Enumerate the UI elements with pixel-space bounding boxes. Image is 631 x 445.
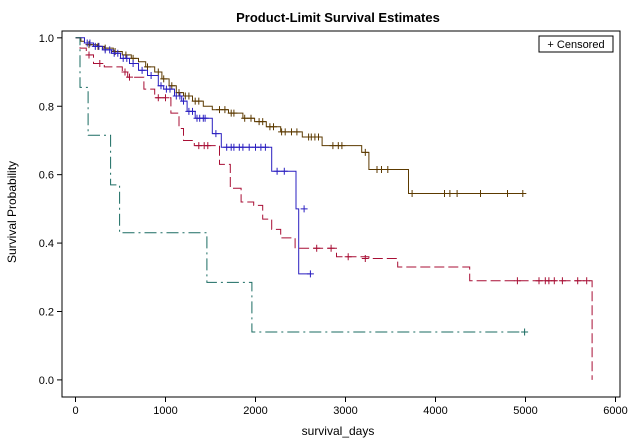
censored-mark xyxy=(477,189,484,197)
x-tick-label: 6000 xyxy=(603,405,627,417)
censored-mark xyxy=(86,39,94,47)
censored-mark xyxy=(189,107,196,115)
x-tick-label: 2000 xyxy=(243,405,267,417)
censored-mark xyxy=(583,277,591,285)
censored-mark xyxy=(344,253,352,261)
censored-mark xyxy=(154,94,162,102)
censored-mark xyxy=(408,189,416,197)
censored-mark xyxy=(185,92,193,100)
x-tick-label: 5000 xyxy=(513,405,537,417)
censored-mark xyxy=(338,142,346,150)
censored-mark xyxy=(535,277,543,285)
censored-mark xyxy=(95,42,103,50)
y-tick-label: 1.0 xyxy=(39,33,54,45)
censored-mark xyxy=(574,277,582,285)
censored-mark xyxy=(166,85,174,93)
censored-mark xyxy=(195,97,203,105)
censored-mark xyxy=(221,106,229,114)
censored-mark xyxy=(201,114,209,122)
survival-curve-2 xyxy=(75,37,312,275)
censored-mark xyxy=(154,68,162,76)
censored-mark xyxy=(270,123,277,131)
censored-mark xyxy=(550,277,558,285)
x-tick-label: 3000 xyxy=(333,405,357,417)
y-axis: 0.0 0.2 0.4 0.6 0.8 1.0 xyxy=(39,33,62,387)
x-tick-label: 0 xyxy=(72,405,78,417)
x-axis: 0 1000 2000 3000 4000 5000 6000 xyxy=(72,397,628,417)
censored-mark xyxy=(361,254,369,262)
survival-curve-1 xyxy=(75,37,526,194)
censored-mark xyxy=(361,148,369,156)
legend: + Censored xyxy=(538,35,614,53)
censored-mark xyxy=(230,109,238,117)
censored-mark xyxy=(313,244,321,252)
censored-mark xyxy=(147,71,155,79)
censored-mark xyxy=(212,130,220,138)
censored-mark xyxy=(85,41,93,49)
y-tick-label: 0.2 xyxy=(39,306,54,318)
censored-mark xyxy=(453,189,461,197)
censored-mark xyxy=(241,114,249,122)
censored-mark xyxy=(315,133,322,141)
censored-mark xyxy=(378,166,385,174)
censored-mark xyxy=(126,73,133,81)
censored-mark xyxy=(281,128,289,136)
censored-mark xyxy=(180,97,187,105)
censored-mark xyxy=(123,54,131,62)
series-layer xyxy=(75,37,593,380)
chart-title: Product-Limit Survival Estimates xyxy=(236,10,440,25)
legend-box xyxy=(538,35,614,53)
censored-mark xyxy=(106,46,114,54)
censored-mark xyxy=(96,59,104,67)
censored-mark xyxy=(519,189,527,197)
censored-mark xyxy=(239,143,247,151)
x-tick-label: 4000 xyxy=(423,405,447,417)
censored-mark xyxy=(513,277,521,285)
series-3 xyxy=(75,37,593,380)
censored-mark xyxy=(300,205,308,213)
legend-label: + Censored xyxy=(547,39,604,51)
censored-mark xyxy=(245,143,253,151)
x-axis-label: survival_days xyxy=(302,424,375,438)
censored-mark xyxy=(138,66,146,74)
censored-mark xyxy=(280,167,288,175)
plot-frame xyxy=(61,30,621,398)
censored-mark xyxy=(85,51,93,59)
censored-mark xyxy=(384,166,392,174)
censored-mark xyxy=(176,92,184,100)
censored-mark xyxy=(446,189,454,197)
censored-mark xyxy=(247,114,255,122)
censored-mark xyxy=(558,277,566,285)
censored-mark xyxy=(504,189,511,197)
series-4 xyxy=(75,37,529,336)
censored-mark xyxy=(306,270,314,278)
censored-mark xyxy=(160,75,168,83)
series-2 xyxy=(75,37,314,278)
y-tick-label: 0.8 xyxy=(39,101,54,113)
series-1 xyxy=(75,37,527,197)
survival-curve-4 xyxy=(75,37,526,333)
y-axis-label: Survival Probability xyxy=(5,161,19,263)
censored-mark xyxy=(114,49,122,57)
censored-mark xyxy=(162,94,169,102)
censored-mark xyxy=(129,59,137,67)
censored-mark xyxy=(157,82,165,90)
x-tick-label: 1000 xyxy=(153,405,177,417)
censored-mark xyxy=(293,128,301,136)
y-tick-label: 0.4 xyxy=(39,238,54,250)
survival-curve-3 xyxy=(75,37,593,380)
censored-mark xyxy=(259,118,267,126)
censored-mark xyxy=(273,167,281,175)
censored-mark xyxy=(204,142,212,150)
censored-mark xyxy=(327,244,335,252)
censored-mark xyxy=(168,82,176,90)
censored-mark xyxy=(144,63,151,71)
censored-mark xyxy=(121,68,129,76)
y-tick-label: 0.0 xyxy=(39,375,54,387)
y-tick-label: 0.6 xyxy=(39,170,54,182)
censored-mark xyxy=(261,143,269,151)
censored-mark xyxy=(521,328,529,336)
